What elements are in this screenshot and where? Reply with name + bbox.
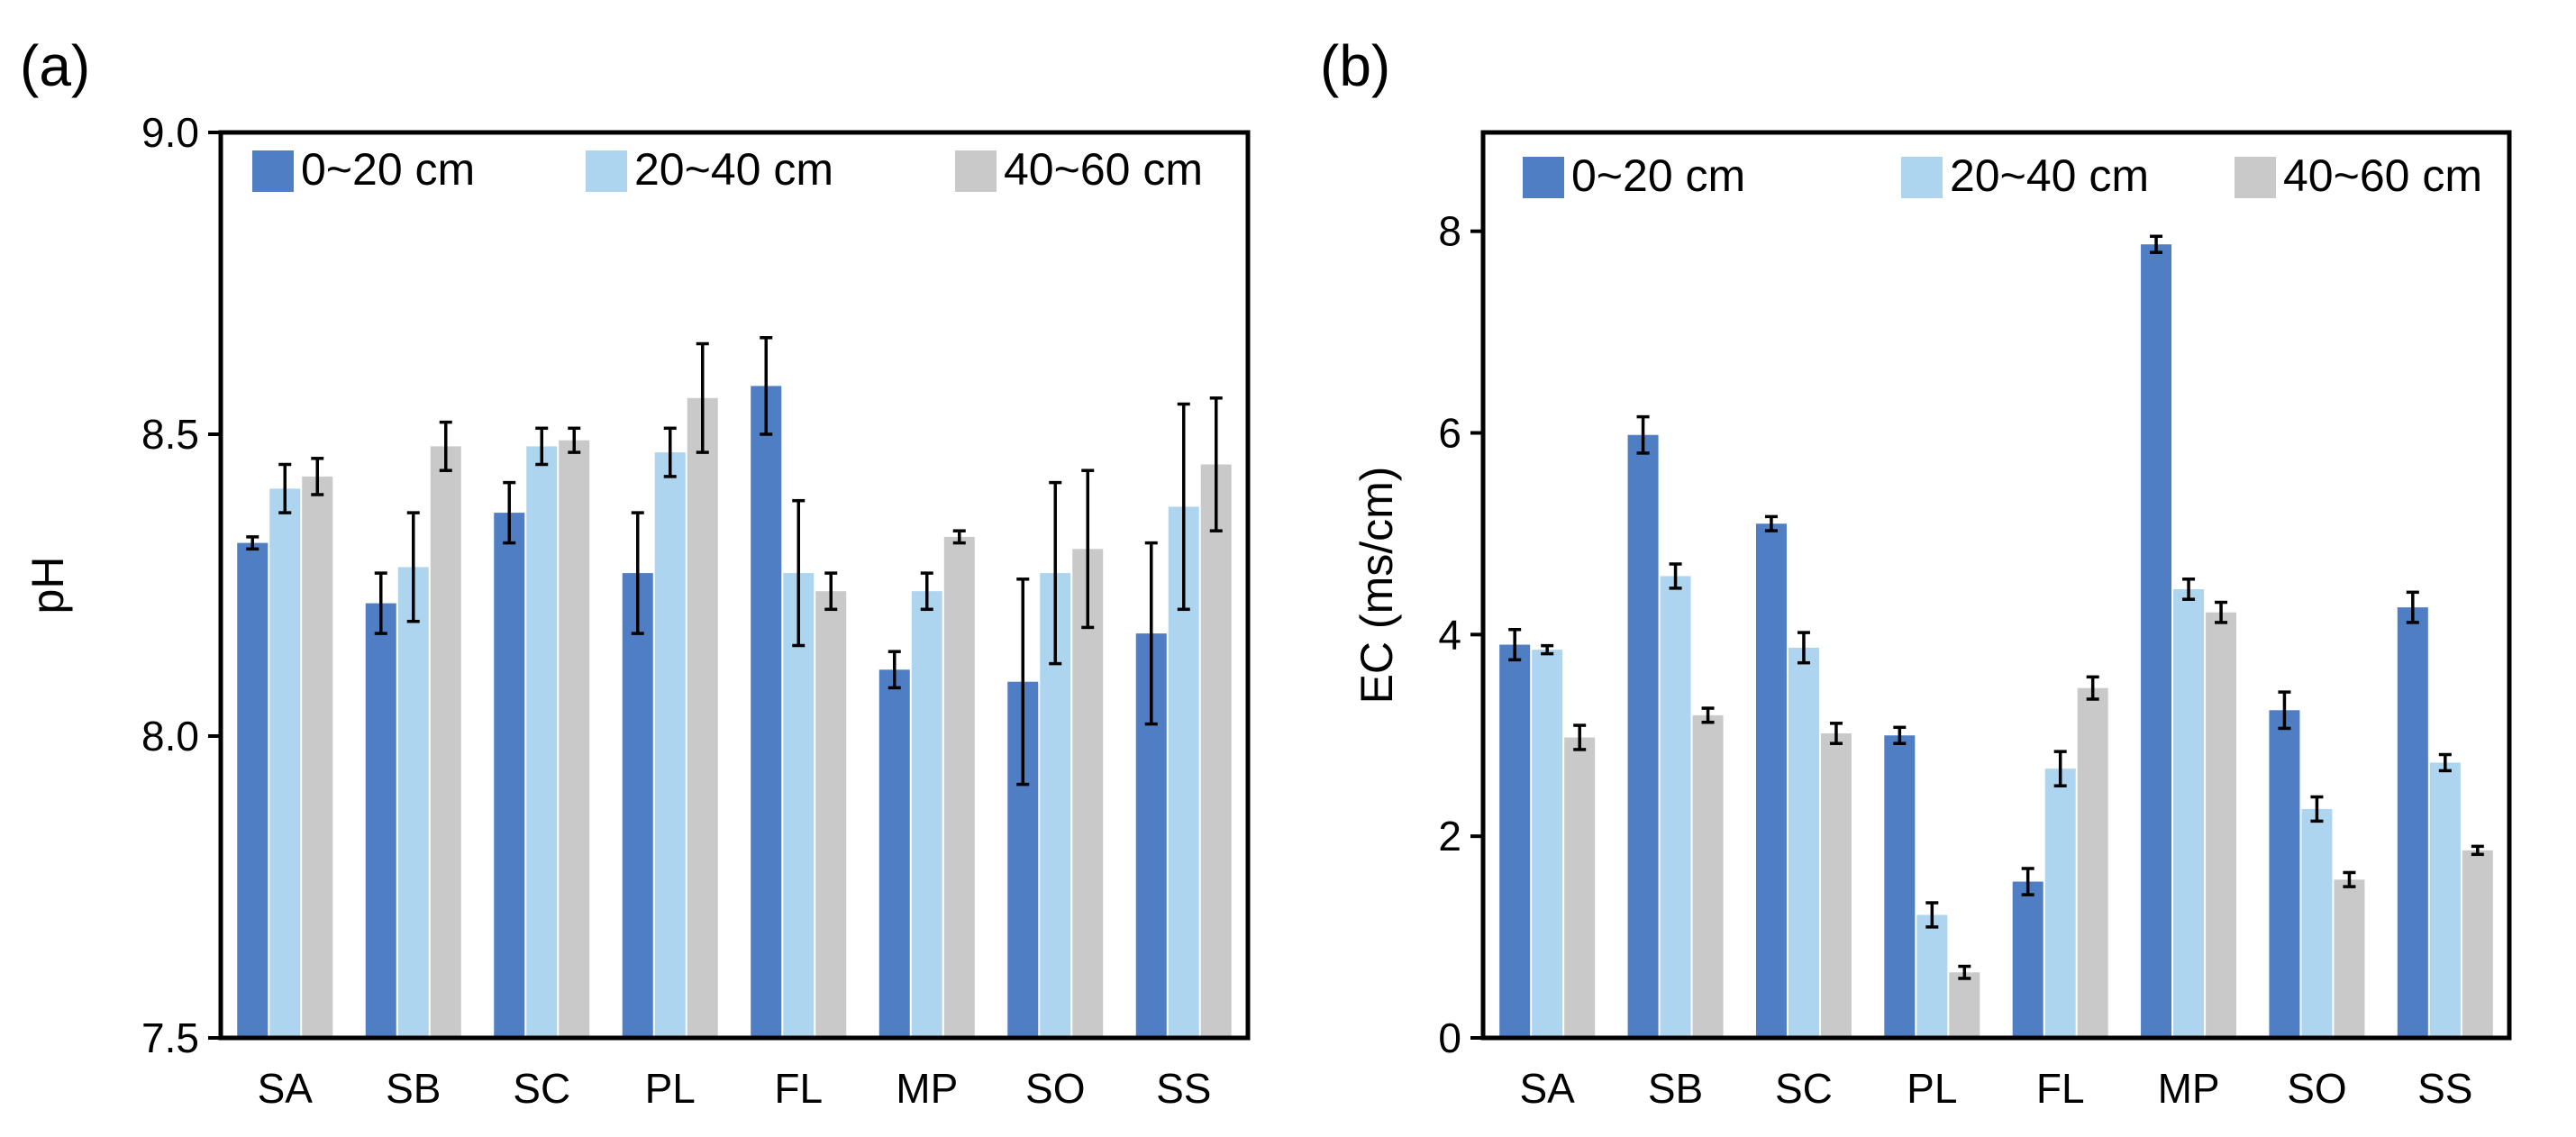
bar-sc-series-2 xyxy=(1788,647,1819,1038)
legend-swatch xyxy=(2235,157,2276,198)
y-axis-title: pH xyxy=(23,557,73,614)
bar-pl-series-1 xyxy=(1884,735,1916,1038)
bar-pl-series-3 xyxy=(1949,972,1980,1038)
bar-ss-series-2 xyxy=(2429,762,2461,1038)
y-tick-label: 8.5 xyxy=(141,411,199,458)
bar-mp-series-2 xyxy=(911,591,942,1038)
legend-label: 20~40 cm xyxy=(634,144,833,195)
bar-sb-series-3 xyxy=(430,446,461,1038)
bar-mp-series-3 xyxy=(943,536,975,1038)
legend-label: 0~20 cm xyxy=(1571,150,1745,201)
x-tick-label: SC xyxy=(513,1065,570,1112)
panel-label: (b) xyxy=(1320,33,1390,98)
x-tick-label: PL xyxy=(1907,1065,1957,1112)
legend-label: 40~60 cm xyxy=(2283,150,2482,201)
bar-pl-series-2 xyxy=(1916,914,1948,1038)
bar-mp-series-2 xyxy=(2173,588,2205,1038)
x-tick-label: SC xyxy=(1775,1065,1833,1112)
bar-sa-series-1 xyxy=(237,542,269,1038)
y-tick-label: 4 xyxy=(1438,611,1461,658)
panel-label: (a) xyxy=(20,33,90,98)
legend-label: 0~20 cm xyxy=(301,144,475,195)
bar-sc-series-1 xyxy=(1755,523,1787,1038)
bar-sa-series-2 xyxy=(269,488,301,1038)
x-tick-label: SO xyxy=(2287,1065,2346,1112)
x-tick-label: SB xyxy=(386,1065,441,1112)
y-tick-label: 6 xyxy=(1438,410,1461,457)
plot-frame xyxy=(218,130,1251,1041)
y-tick-label: 0 xyxy=(1438,1014,1461,1061)
x-tick-label: SS xyxy=(1156,1065,1211,1112)
bar-mp-series-1 xyxy=(878,669,910,1038)
y-tick-label: 9.0 xyxy=(141,109,199,156)
x-tick-label: MP xyxy=(896,1065,958,1112)
bar-pl-series-1 xyxy=(622,573,653,1038)
bar-sa-series-1 xyxy=(1499,644,1531,1038)
y-tick-label: 8 xyxy=(1438,208,1461,255)
x-tick-label: SO xyxy=(1025,1065,1085,1112)
bar-sa-series-3 xyxy=(1564,737,1596,1038)
bar-sb-series-2 xyxy=(397,567,429,1038)
y-axis-title: EC (ms/cm) xyxy=(1352,467,1402,705)
bar-mp-series-3 xyxy=(2206,612,2237,1038)
bar-so-series-3 xyxy=(1072,549,1104,1038)
bar-fl-series-1 xyxy=(2012,881,2044,1038)
x-tick-label: SA xyxy=(1520,1065,1576,1112)
bar-pl-series-2 xyxy=(654,452,686,1039)
bar-sc-series-3 xyxy=(1820,733,1852,1038)
bar-sa-series-2 xyxy=(1532,650,1563,1038)
legend-swatch xyxy=(586,150,627,192)
bar-sc-series-1 xyxy=(494,513,525,1038)
bar-fl-series-3 xyxy=(2077,687,2108,1038)
bar-fl-series-2 xyxy=(783,573,815,1038)
panel-a-ph-chart: (a) pH 7.5 8.0 8.5 9.0 SA SB SC PL FL MP SO SS 0~20 cm… xyxy=(20,33,1251,1112)
legend-swatch xyxy=(1523,157,1564,198)
x-tick-label: SB xyxy=(1648,1065,1703,1112)
bar-sb-series-1 xyxy=(1627,434,1659,1038)
legend-swatch xyxy=(252,150,294,192)
bar-sb-series-2 xyxy=(1660,576,1691,1038)
y-tick-label: 2 xyxy=(1438,813,1461,860)
y-tick-label: 7.5 xyxy=(141,1014,199,1061)
bar-so-series-3 xyxy=(2334,879,2365,1038)
bar-so-series-2 xyxy=(2301,808,2333,1038)
legend-swatch xyxy=(955,150,997,192)
legend-label: 40~60 cm xyxy=(1004,144,1203,195)
y-tick-label: 8.0 xyxy=(141,713,199,760)
legend-label: 20~40 cm xyxy=(1950,150,2149,201)
bar-pl-series-3 xyxy=(687,397,718,1038)
bar-ss-series-1 xyxy=(2397,607,2428,1038)
x-tick-label: FL xyxy=(2036,1065,2085,1112)
legend-swatch xyxy=(1901,157,1943,198)
bar-ss-series-3 xyxy=(2462,850,2493,1038)
bar-so-series-1 xyxy=(2269,710,2300,1038)
plot-frame xyxy=(1480,130,2512,1041)
x-tick-label: SA xyxy=(258,1065,314,1112)
bar-mp-series-1 xyxy=(2141,244,2172,1038)
bar-sb-series-1 xyxy=(365,603,396,1038)
bar-fl-series-2 xyxy=(2044,769,2076,1038)
x-tick-label: MP xyxy=(2158,1065,2220,1112)
x-tick-label: SS xyxy=(2417,1065,2472,1112)
x-tick-label: FL xyxy=(774,1065,823,1112)
bar-fl-series-1 xyxy=(751,386,782,1038)
bar-sc-series-3 xyxy=(559,440,590,1038)
bar-sc-series-2 xyxy=(526,446,558,1038)
bar-sa-series-3 xyxy=(302,476,333,1038)
bar-ss-series-3 xyxy=(1200,464,1232,1038)
panel-b-ec-chart: (b) EC (ms/cm) 0 2 4 6 8 SA SB SC PL FL MP SO SS 0~20 c… xyxy=(1320,33,2512,1112)
x-tick-label: PL xyxy=(645,1065,696,1112)
bar-sb-series-3 xyxy=(1692,714,1724,1038)
bar-fl-series-3 xyxy=(815,591,847,1038)
